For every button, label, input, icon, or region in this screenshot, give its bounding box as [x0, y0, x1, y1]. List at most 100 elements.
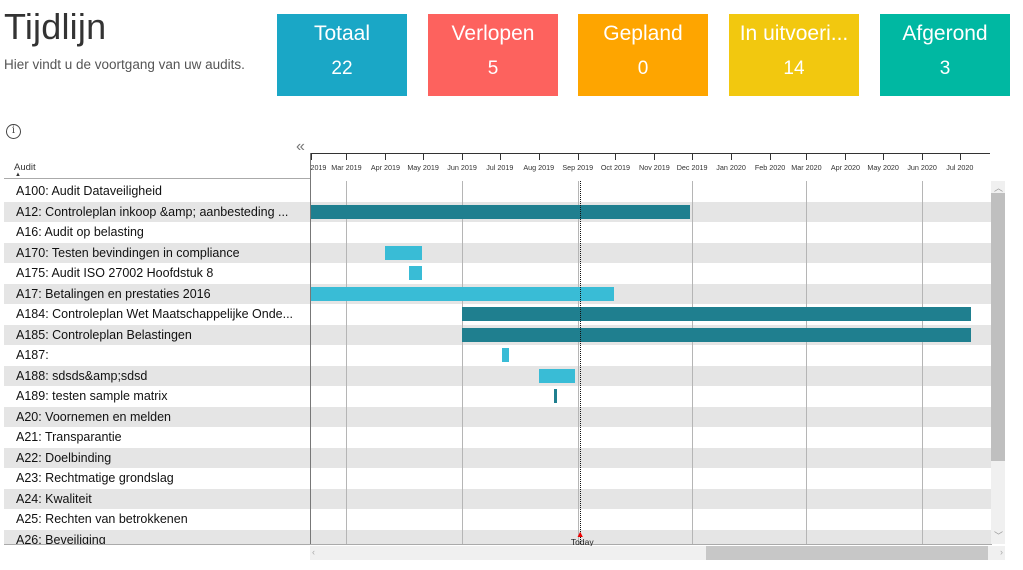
table-row[interactable]: A20: Voornemen en melden [4, 406, 992, 427]
gantt-bar[interactable] [385, 245, 422, 260]
axis-tick [499, 153, 501, 160]
row-label: A185: Controleplan Belastingen [16, 327, 192, 342]
axis-tick [731, 153, 733, 160]
gantt-bar[interactable] [462, 307, 972, 322]
axis-tick [770, 153, 772, 160]
row-label: A170: Testen bevindingen in compliance [16, 245, 240, 260]
gantt-bar[interactable] [409, 266, 422, 281]
scroll-left-icon[interactable]: ‹ [312, 547, 315, 557]
table-row[interactable]: A188: sdsds&amp;sdsd [4, 365, 992, 386]
axis-tick [311, 153, 313, 160]
axis-tick-label: Jun 2020 [907, 163, 937, 172]
axis-tick-label: Jul 2019 [486, 163, 514, 172]
row-label: A188: sdsds&amp;sdsd [16, 368, 148, 383]
quarter-gridline [806, 181, 808, 544]
axis-tick [423, 153, 425, 160]
info-icon[interactable]: i [6, 124, 21, 139]
row-label: A184: Controleplan Wet Maatschappelijke … [16, 307, 294, 321]
tile-value: 22 [331, 58, 353, 79]
axis-tick-label: Mar 2019 [331, 163, 362, 172]
today-marker-icon: ▲ [575, 529, 585, 539]
page-subtitle: Hier vindt u de voortgang van uw audits. [4, 57, 245, 72]
horizontal-scrollbar[interactable]: ‹ › [310, 546, 1005, 560]
quarter-gridline [577, 181, 579, 544]
gantt-bar[interactable] [553, 389, 557, 404]
tile-verlopen[interactable]: Verlopen 5 [428, 14, 558, 96]
tile-afgerond[interactable]: Afgerond 3 [880, 14, 1010, 96]
axis-tick [462, 153, 464, 160]
axis-tick-label: Apr 2019 [370, 163, 400, 172]
axis-tick-label: Feb 2019 [310, 163, 327, 172]
tile-label: Gepland [603, 22, 683, 45]
axis-tick-label: Jun 2019 [447, 163, 477, 172]
row-label: A17: Betalingen en prestaties 2016 [16, 286, 211, 301]
tile-value: 3 [939, 58, 951, 79]
axis-tick-label: Jul 2020 [946, 163, 974, 172]
table-header-divider [4, 178, 310, 179]
axis-tick [883, 153, 885, 160]
double-chevron-left-icon[interactable]: « [296, 138, 305, 155]
row-label: A25: Rechten van betrokkenen [16, 512, 188, 526]
row-label: A20: Voornemen en melden [16, 409, 171, 424]
axis-tick-label: Dec 2019 [676, 163, 708, 172]
tile-value: 14 [783, 58, 805, 79]
axis-tick [922, 153, 924, 160]
horizontal-scroll-thumb[interactable] [706, 546, 988, 560]
axis-tick [615, 153, 617, 160]
axis-tick [577, 153, 579, 160]
tile-label: Verlopen [451, 22, 535, 45]
today-line [580, 181, 582, 544]
quarter-gridline [692, 181, 694, 544]
vertical-scroll-thumb[interactable] [991, 193, 1005, 461]
quarter-gridline [346, 181, 348, 544]
tile-in-uitvoering[interactable]: In uitvoeri... 14 [729, 14, 859, 96]
chart-divider [310, 153, 311, 544]
gantt-bar[interactable] [538, 368, 576, 383]
row-label: A100: Audit Dataveiligheid [16, 184, 162, 198]
row-label: A22: Doelbinding [16, 450, 112, 465]
today-label: Today [570, 537, 594, 547]
quarter-gridline [462, 181, 464, 544]
page-title: Tijdlijn [4, 6, 107, 47]
timeline-axis [310, 153, 990, 154]
row-label: A187: [16, 348, 49, 362]
axis-tick-label: May 2019 [407, 163, 439, 172]
row-label: A26: Beveiliging [16, 532, 106, 545]
table-row[interactable]: A24: Kwaliteit [4, 488, 992, 509]
axis-tick [806, 153, 808, 160]
axis-tick-label: Nov 2019 [639, 163, 670, 172]
axis-tick-label: Aug 2019 [523, 163, 555, 172]
gantt-bar[interactable] [502, 348, 509, 363]
axis-tick [692, 153, 694, 160]
column-header-audit[interactable]: Audit [14, 162, 36, 173]
scroll-right-icon[interactable]: › [1000, 547, 1003, 557]
row-label: A175: Audit ISO 27002 Hoofdstuk 8 [16, 266, 214, 280]
tile-gepland[interactable]: Gepland 0 [578, 14, 708, 96]
quarter-gridline [922, 181, 924, 544]
gantt-bar[interactable] [462, 327, 972, 342]
table-row[interactable]: A170: Testen bevindingen in compliance [4, 242, 992, 263]
table-bottom-divider [4, 544, 992, 545]
sort-ascending-icon[interactable]: ▲ [15, 172, 21, 178]
table-row[interactable]: A22: Doelbinding [4, 447, 992, 468]
row-label: A16: Audit op belasting [16, 225, 144, 239]
gantt-bar[interactable] [310, 286, 615, 301]
tile-totaal[interactable]: Totaal 22 [277, 14, 407, 96]
gantt-bar[interactable] [310, 204, 690, 219]
axis-tick-label: Sep 2019 [562, 163, 594, 172]
scroll-up-icon[interactable]: ︿ [994, 183, 1004, 193]
tile-label: Totaal [313, 22, 371, 45]
row-label: A24: Kwaliteit [16, 491, 92, 506]
axis-tick [654, 153, 656, 160]
table-row[interactable]: A26: Beveiliging [4, 529, 992, 545]
row-label: A23: Rechtmatige grondslag [16, 471, 174, 485]
row-label: A21: Transparantie [16, 430, 122, 444]
axis-tick-label: May 2020 [867, 163, 899, 172]
tile-value: 5 [487, 58, 499, 79]
axis-tick [845, 153, 847, 160]
axis-tick-label: Mar 2020 [791, 163, 822, 172]
vertical-scrollbar[interactable]: ︿ ﹀ [991, 181, 1005, 544]
axis-tick [959, 153, 961, 160]
tile-label: Afgerond [902, 22, 988, 45]
scroll-down-icon[interactable]: ﹀ [994, 531, 1004, 541]
